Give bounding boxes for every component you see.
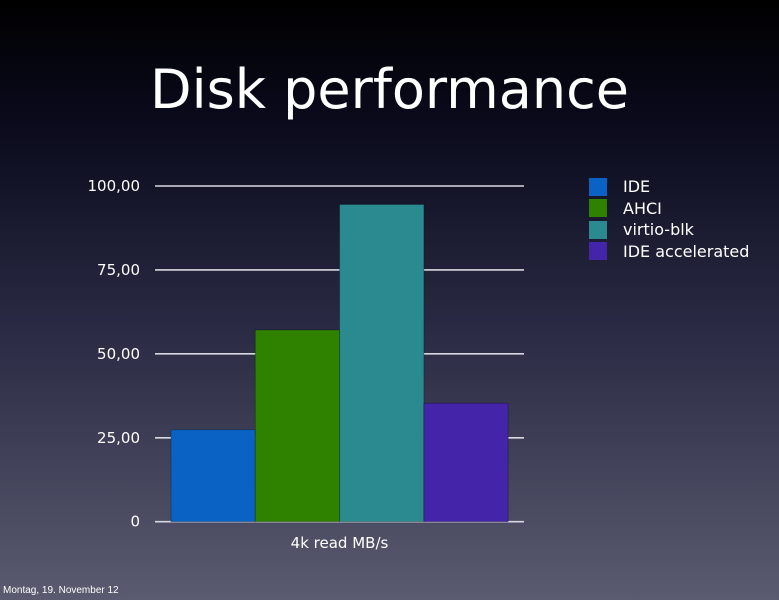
slide-title: Disk performance [150, 58, 629, 121]
footer-date: Montag, 19. November 12 [3, 585, 119, 596]
legend-label: AHCI [623, 198, 662, 218]
legend-swatch [589, 199, 607, 217]
legend-item: AHCI [589, 198, 749, 219]
bar-virtio-blk [339, 203, 425, 523]
y-tick-label: 50,00 [97, 345, 140, 363]
y-tick-label: 100,00 [88, 177, 141, 195]
bar-ide [170, 429, 256, 523]
x-axis-label: 4k read MB/s [291, 534, 389, 552]
y-tick-label: 25,00 [97, 429, 140, 447]
y-tick-label: 75,00 [97, 261, 140, 279]
legend-swatch [589, 220, 607, 239]
bar-ide-accelerated [423, 402, 509, 523]
legend-swatch [589, 177, 607, 196]
legend: IDE AHCI virtio-blk IDE accelerated [589, 176, 749, 262]
legend-swatch [589, 242, 607, 260]
y-tick-label: 0 [130, 513, 140, 531]
legend-item: virtio-blk [589, 219, 749, 240]
legend-label: IDE [623, 177, 651, 196]
legend-label: virtio-blk [623, 220, 694, 239]
legend-item: IDE [589, 176, 749, 197]
legend-label: IDE accelerated [623, 241, 750, 261]
legend-item: IDE accelerated [589, 241, 749, 262]
bar-ahci [254, 329, 341, 523]
